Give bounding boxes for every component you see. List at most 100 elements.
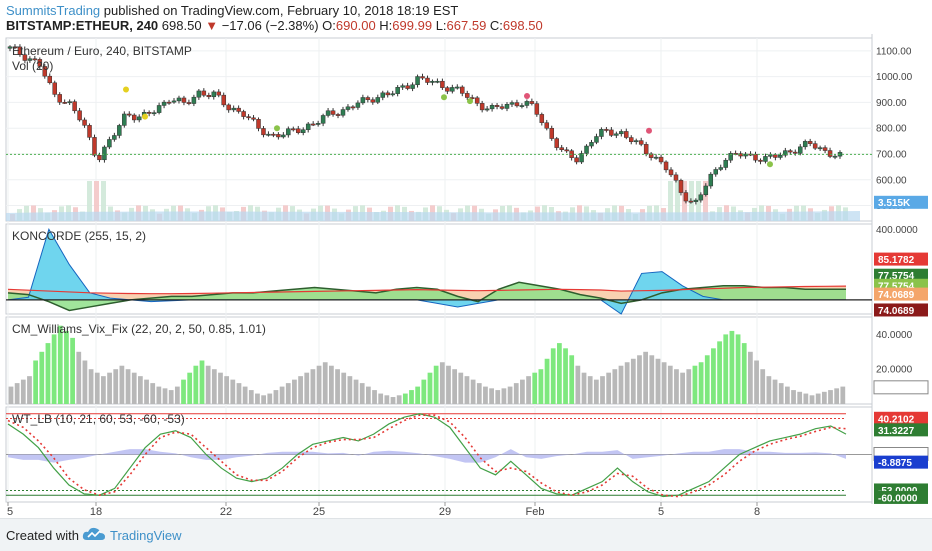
up-candle <box>156 105 162 113</box>
vix-bar-gray <box>384 395 390 404</box>
vix-bar-green <box>717 341 722 404</box>
down-candle <box>554 138 559 148</box>
chart-canvas: 5 18 22 25 29 Feb 5 8 1100.00 1000.00 900.00 800.00… <box>5 34 929 518</box>
down-candle <box>201 90 207 96</box>
koncorde-badge-bg <box>874 252 928 266</box>
down-candle <box>793 151 798 154</box>
down-candle <box>181 97 187 103</box>
up-candle <box>325 110 331 116</box>
down-candle <box>271 133 276 136</box>
vix-bar-gray <box>359 383 365 404</box>
close-value: 698.50 <box>502 18 543 33</box>
vix-bar-gray <box>748 351 753 404</box>
up-candle <box>410 84 415 89</box>
vix-bar-gray <box>501 388 507 404</box>
vix-y-tick: 40.0000 <box>876 330 913 341</box>
down-candle <box>47 75 53 84</box>
open-value: 690.00 <box>335 18 376 33</box>
vix-bar-green <box>723 334 729 404</box>
vix-bar-gray <box>261 395 266 404</box>
vix-bar-gray <box>248 390 254 404</box>
open-label: O: <box>322 18 336 33</box>
down-candle <box>42 66 48 77</box>
vix-bar-green <box>51 334 57 404</box>
down-candle <box>92 137 97 156</box>
up-candle <box>281 134 286 138</box>
down-candle <box>57 94 62 103</box>
vix-bar-gray <box>686 369 692 404</box>
up-candle <box>305 123 311 130</box>
down-candle <box>469 97 475 99</box>
koncorde-blue-line <box>7 228 846 315</box>
wt-badge-bg <box>874 411 928 425</box>
vix-bar-gray <box>489 388 494 404</box>
vix-bar-gray <box>606 372 612 404</box>
volume-bar <box>696 181 701 221</box>
vix-bar-gray <box>495 390 501 404</box>
vix-bar-gray <box>150 383 156 404</box>
vix-bar-gray <box>612 369 618 404</box>
up-candle <box>817 147 823 150</box>
up-candle <box>718 167 723 170</box>
vix-bar-gray <box>372 390 377 404</box>
x-tick-label: 18 <box>90 506 102 518</box>
y-tick-label: 600.00 <box>876 175 907 186</box>
vix-bar-gray <box>242 386 248 404</box>
down-candle <box>609 129 614 136</box>
vix-bar-gray <box>316 365 322 404</box>
vix-bar-green <box>402 393 408 404</box>
signal-dot <box>767 161 773 168</box>
low-label: L: <box>435 18 447 33</box>
wt-badge-bg <box>874 423 928 437</box>
vix-bar-gray <box>754 360 759 404</box>
signal-dot <box>646 127 652 134</box>
down-candle <box>539 114 545 123</box>
x-tick-label: 8 <box>754 506 760 518</box>
up-candle <box>171 100 177 103</box>
koncorde-badge: 77.5754 <box>878 271 915 282</box>
down-candle <box>673 174 679 181</box>
down-candle <box>812 143 818 149</box>
vix-bar-gray <box>298 376 303 404</box>
vix-bar-green <box>532 372 538 404</box>
vix-bar-green <box>433 365 439 404</box>
vix-bar-gray <box>20 379 26 404</box>
vix-bar-gray <box>526 376 531 404</box>
koncorde-blue-area <box>8 229 846 314</box>
vix-bar-green <box>735 334 741 404</box>
down-candle <box>62 102 67 104</box>
tradingview-cloud-icon[interactable] <box>82 525 106 543</box>
up-candle <box>802 141 808 148</box>
low-value: 667.59 <box>446 18 487 33</box>
volume-badge-bg <box>874 195 928 209</box>
down-candle <box>479 103 485 111</box>
wt-badge-bg <box>874 490 928 504</box>
tradingview-brand[interactable]: TradingView <box>110 528 182 543</box>
y-tick-label: 900.00 <box>876 98 907 109</box>
down-candle <box>822 147 828 151</box>
signal-dot <box>123 86 129 93</box>
down-candle <box>72 101 77 112</box>
vix-bar-gray <box>772 379 778 404</box>
up-candle <box>519 105 525 107</box>
publication-header: SummitsTrading published on TradingView.… <box>0 0 932 34</box>
up-candle <box>395 87 400 94</box>
down-candle <box>370 99 376 103</box>
wt-badge: 40.2102 <box>878 414 915 425</box>
down-candle <box>624 131 629 138</box>
up-candle <box>340 109 346 116</box>
koncorde-badge-bg <box>874 287 928 301</box>
vix-bar-green <box>698 362 704 404</box>
y-tick-label: 700.00 <box>876 149 907 160</box>
vix-bar-green <box>427 372 433 404</box>
change-arrow: ▼ <box>205 18 219 33</box>
author-link[interactable]: SummitsTrading <box>6 3 101 18</box>
vix-bar-gray <box>667 365 673 404</box>
up-candle <box>211 91 217 98</box>
up-candle <box>345 106 351 110</box>
up-candle <box>430 80 435 83</box>
up-candle <box>698 194 704 201</box>
vix-bar-gray <box>396 395 402 404</box>
vix-bar-green <box>199 360 205 404</box>
